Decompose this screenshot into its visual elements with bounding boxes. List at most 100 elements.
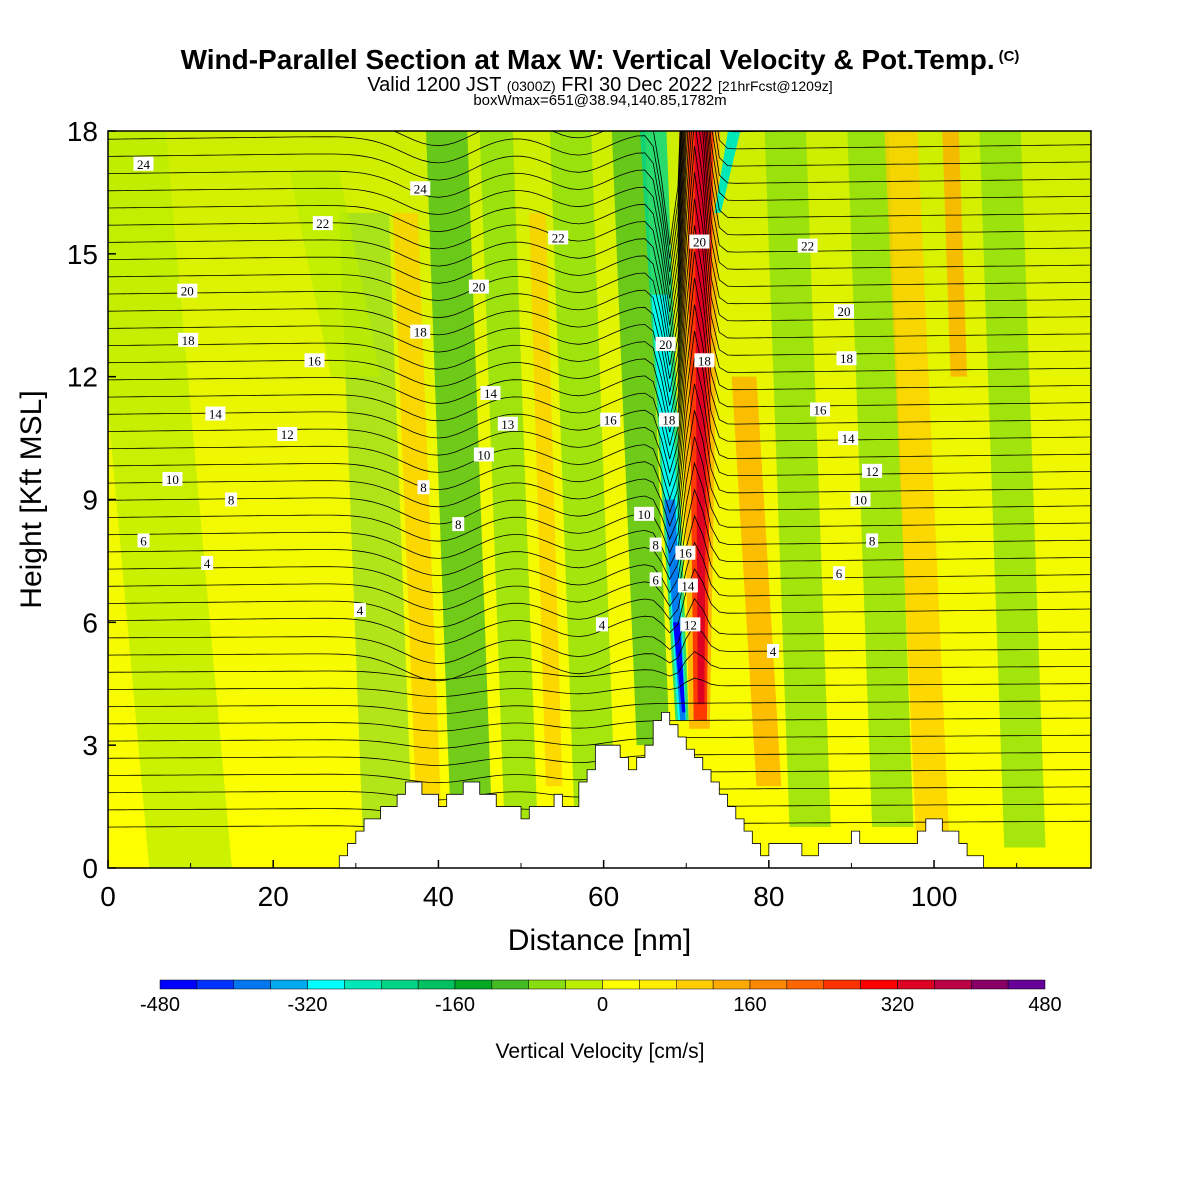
contour-label: 6: [833, 566, 846, 581]
x-tick-label: 20: [258, 881, 289, 912]
theta-contour: [108, 330, 1091, 514]
colorbar-swatch: [565, 979, 603, 990]
contour-label: 8: [417, 480, 430, 495]
x-tick-label: 100: [911, 881, 958, 912]
svg-text:20: 20: [838, 304, 851, 319]
theta-contour: [108, 677, 1091, 698]
y-tick-label: 3: [82, 730, 98, 761]
y-tick-label: 9: [82, 485, 98, 516]
svg-text:8: 8: [420, 480, 427, 495]
theta-contour: [108, 145, 1091, 419]
x-tick-label: 80: [753, 881, 784, 912]
contour-label: 18: [178, 332, 199, 348]
theta-contour: [108, 461, 1091, 581]
contour-label: 20: [468, 279, 489, 295]
x-tick-label: 40: [423, 881, 454, 912]
contour-label: 20: [834, 304, 855, 319]
svg-text:12: 12: [684, 617, 697, 632]
box-max-info: boxWmax=651@38.94,140.85,1782m: [473, 92, 727, 109]
theta-contour: [108, 131, 1091, 406]
theta-contour: [108, 598, 1091, 665]
contour-label: 16: [304, 353, 325, 368]
contour-label: 10: [473, 447, 494, 462]
svg-text:20: 20: [181, 284, 194, 299]
theta-contour: [108, 624, 1091, 682]
colorbar-swatch: [1007, 979, 1046, 990]
colorbar-swatch: [233, 979, 271, 990]
valid-time-line: Valid 1200 JST (0300Z) FRI 30 Dec 2022 […: [367, 74, 833, 96]
contour-label: 4: [595, 617, 608, 632]
velocity-band: [479, 131, 538, 828]
colorbar-swatch: [307, 979, 345, 990]
contour-label: 12: [862, 463, 883, 479]
svg-text:14: 14: [681, 578, 695, 593]
velocity-band: [426, 131, 493, 828]
theta-contour: [108, 488, 1091, 594]
theta-contour: [108, 131, 1091, 379]
theta-contour: [108, 436, 1091, 567]
colorbar-swatch: [676, 979, 714, 990]
svg-text:22: 22: [316, 216, 329, 231]
y-tick-label: 15: [67, 239, 98, 270]
contour-label: 8: [649, 537, 662, 553]
contour-label: 8: [452, 517, 465, 532]
theta-contour: [108, 131, 1091, 299]
svg-text:8: 8: [652, 538, 659, 553]
x-tick-label: 60: [588, 881, 619, 912]
theta-contour: [108, 717, 1091, 732]
contour-label: 8: [866, 533, 879, 548]
contour-label: 4: [201, 555, 214, 571]
svg-text:8: 8: [228, 493, 235, 508]
colorbar-swatch: [934, 979, 972, 990]
svg-text:13: 13: [501, 417, 514, 432]
theta-contour: [108, 225, 1091, 460]
svg-text:4: 4: [357, 603, 364, 618]
theta-contour: [108, 278, 1091, 488]
colorbar-swatch: [159, 979, 198, 990]
contour-label: 20: [689, 234, 710, 250]
contour-label: 18: [694, 353, 715, 368]
colorbar-swatch: [528, 979, 566, 990]
contour-label: 14: [205, 406, 226, 422]
contour-label: 10: [162, 472, 183, 487]
contour-label: 10: [850, 492, 871, 508]
contour-label: 12: [680, 617, 701, 632]
colorbar-swatch: [860, 979, 898, 990]
colorbar-tick-label: -160: [435, 994, 475, 1016]
velocity-plume: [673, 622, 686, 713]
contour-label: 4: [353, 603, 366, 618]
velocity-plume: [714, 131, 741, 213]
contour-label: 24: [410, 181, 431, 196]
theta-contour: [108, 410, 1091, 554]
svg-text:10: 10: [477, 447, 490, 462]
svg-text:20: 20: [659, 337, 672, 352]
velocity-band: [847, 131, 914, 828]
contour-label: 20: [655, 336, 676, 352]
svg-text:18: 18: [662, 413, 675, 428]
contour-label: 16: [810, 402, 831, 417]
svg-text:18: 18: [182, 333, 195, 348]
velocity-band: [392, 212, 443, 848]
contour-label: 18: [658, 412, 679, 428]
theta-contour: [108, 131, 827, 259]
svg-text:16: 16: [308, 353, 322, 368]
svg-text:18: 18: [698, 353, 711, 368]
theta-contour: [108, 383, 1091, 541]
svg-text:24: 24: [137, 157, 151, 172]
svg-text:6: 6: [652, 572, 659, 587]
svg-text:14: 14: [484, 386, 498, 401]
velocity-band: [942, 131, 968, 377]
theta-contour: [108, 651, 1091, 680]
svg-text:22: 22: [801, 239, 814, 254]
velocity-band: [549, 131, 617, 828]
contour-label: 22: [312, 216, 333, 231]
colorbar-tick-label: 160: [733, 994, 766, 1016]
svg-text:18: 18: [414, 325, 427, 340]
svg-text:24: 24: [414, 181, 428, 196]
theta-contour: [108, 541, 1091, 628]
chart-title: Wind-Parallel Section at Max W: Vertical…: [180, 44, 1020, 75]
colorbar-swatch: [196, 979, 234, 990]
theta-contour: [392, 131, 681, 246]
svg-text:10: 10: [166, 472, 179, 487]
